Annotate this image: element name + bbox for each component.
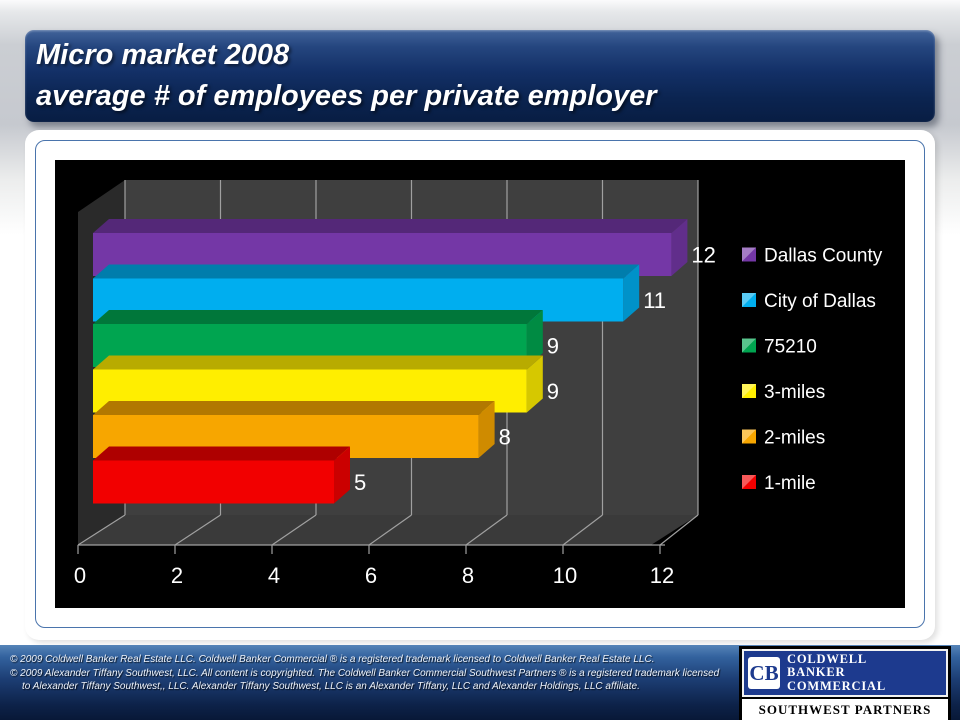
- bar-1-mile: [93, 460, 334, 504]
- legend-label-dallas-county: Dallas County: [764, 246, 883, 267]
- slide-title-line-2: average # of employees per private emplo…: [36, 80, 657, 112]
- bar-value-label-3-miles: 9: [547, 379, 559, 404]
- legend-marker-bevel-2-miles: [742, 429, 756, 444]
- bar-cap-3-miles: [526, 355, 543, 413]
- legend-marker-bevel-dallas-county: [742, 247, 756, 262]
- legend-marker-dallas-county: [742, 247, 756, 262]
- axis-tick-label: 4: [268, 563, 280, 588]
- bar-chart: 0 2 4 6 8 10 12 12 11 9 9 8 5 Dallas County City of Da…: [55, 160, 905, 608]
- bar-cap-2-miles: [478, 401, 495, 458]
- legend-marker-bevel-1-mile: [742, 475, 756, 489]
- bar-value-label-75210: 9: [547, 334, 559, 359]
- copyright-block: © 2009 Coldwell Banker Real Estate LLC. …: [10, 653, 740, 694]
- axis-tick-label: 12: [650, 563, 674, 588]
- floor-gridline: [465, 514, 508, 546]
- axis-tick-label: 6: [365, 563, 377, 588]
- bar-top-3-miles: [93, 355, 543, 370]
- floor-gridline: [271, 514, 317, 546]
- axis-tick-label: 0: [74, 563, 86, 588]
- chart-canvas: 0 2 4 6 8 10 12 12 11 9 9 8 5 Dallas County City of Da…: [55, 160, 905, 608]
- bar-cap-city-of-dallas: [623, 264, 640, 322]
- content-panel: 0 2 4 6 8 10 12 12 11 9 9 8 5 Dallas County City of Da…: [25, 130, 935, 640]
- legend-marker-75210: [742, 338, 756, 353]
- bar-top-dallas-county: [93, 219, 688, 233]
- brand-line-1: COLDWELL: [787, 651, 868, 666]
- brand-line-2: BANKER: [787, 665, 846, 680]
- chart-floor: [78, 515, 698, 545]
- legend-label-2-miles: 2-miles: [764, 428, 825, 449]
- title-bar: Micro market 2008 average # of employees…: [25, 30, 935, 122]
- bar-value-label-dallas-county: 12: [691, 243, 715, 268]
- floor-gridline: [368, 514, 412, 546]
- bar-top-75210: [93, 310, 543, 324]
- legend-label-75210: 75210: [764, 337, 817, 358]
- coldwell-banker-logo: CB COLDWELL BANKER COMMERCIAL SOUTHWEST …: [739, 646, 951, 720]
- logo-top-section: CB COLDWELL BANKER COMMERCIAL: [742, 649, 948, 697]
- axis-tick-label: 2: [171, 563, 183, 588]
- copyright-line-3: to Alexander Tiffany Southwest,, LLC. Al…: [22, 681, 640, 692]
- floor-gridline: [77, 514, 126, 546]
- floor-gridline: [659, 514, 699, 546]
- bar-cap-75210: [526, 310, 543, 367]
- southwest-partners-label: SOUTHWEST PARTNERS: [742, 699, 948, 720]
- bar-value-label-city-of-dallas: 11: [643, 288, 666, 313]
- legend-label-3-miles: 3-miles: [764, 382, 825, 403]
- bar-cap-dallas-county: [671, 219, 688, 276]
- slide-title-line-1: Micro market 2008: [36, 39, 290, 71]
- bar-top-2-miles: [93, 401, 495, 415]
- legend-marker-1-mile: [742, 475, 756, 489]
- bar-value-label-1-mile: 5: [354, 470, 366, 495]
- copyright-line-1: © 2009 Coldwell Banker Real Estate LLC. …: [10, 654, 655, 665]
- bar-value-label-2-miles: 8: [499, 425, 511, 450]
- bar-cap-1-mile: [334, 446, 350, 504]
- bar-top-1-mile: [93, 446, 350, 461]
- floor-gridline: [174, 514, 221, 546]
- copyright-line-2: © 2009 Alexander Tiffany Southwest, LLC.…: [10, 667, 720, 679]
- logo-brand-text: COLDWELL BANKER COMMERCIAL: [787, 651, 886, 694]
- footer: © 2009 Coldwell Banker Real Estate LLC. …: [0, 645, 960, 720]
- legend-marker-city-of-dallas: [742, 293, 756, 307]
- floor-gridline: [562, 514, 603, 546]
- legend-marker-bevel-city-of-dallas: [742, 293, 756, 307]
- legend-label-1-mile: 1-mile: [764, 473, 816, 494]
- brand-line-3: COMMERCIAL: [787, 678, 886, 693]
- axis-tick-label: 10: [553, 563, 577, 588]
- axis-tick-label: 8: [462, 563, 474, 588]
- cb-monogram-icon: CB: [748, 657, 780, 689]
- legend-label-city-of-dallas: City of Dallas: [764, 291, 876, 312]
- bar-top-city-of-dallas: [93, 264, 640, 279]
- legend-marker-bevel-3-miles: [742, 384, 756, 398]
- legend-marker-bevel-75210: [742, 338, 756, 353]
- legend-marker-3-miles: [742, 384, 756, 398]
- legend-marker-2-miles: [742, 429, 756, 444]
